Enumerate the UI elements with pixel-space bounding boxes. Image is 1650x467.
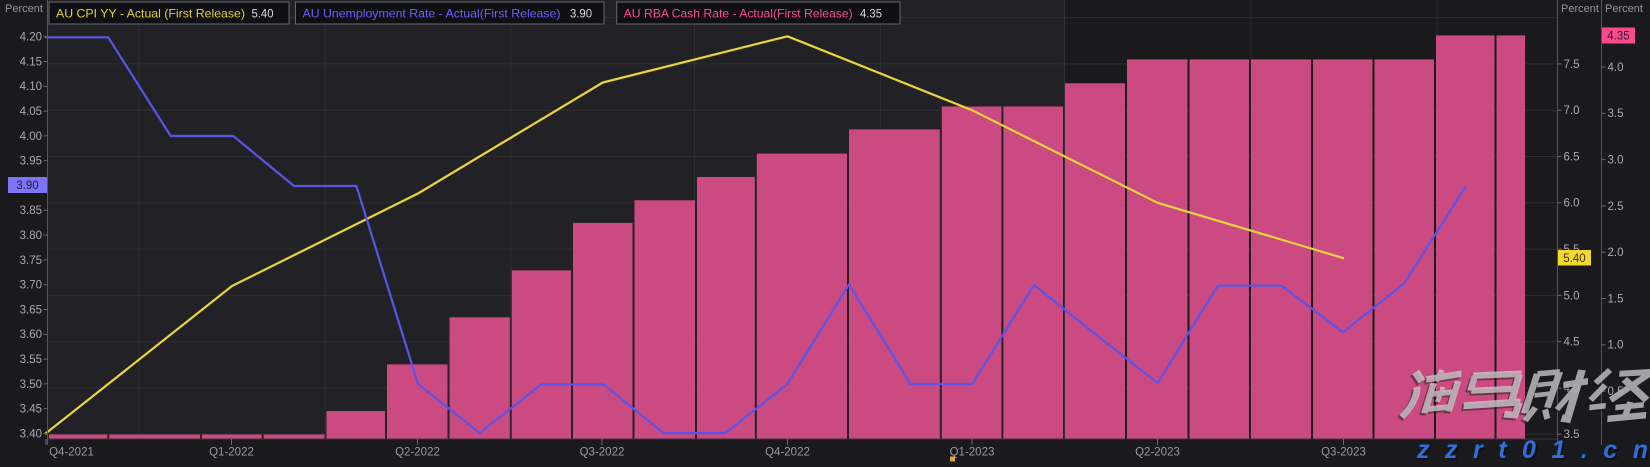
svg-text:3.45: 3.45 (20, 404, 42, 416)
svg-text:1.5: 1.5 (1608, 293, 1624, 305)
svg-text:Percent: Percent (1605, 3, 1643, 15)
svg-text:zzrt01.cn: zzrt01.cn (1418, 438, 1650, 462)
svg-text:5.40: 5.40 (252, 7, 274, 21)
svg-text:3.85: 3.85 (20, 205, 42, 217)
svg-text:3.50: 3.50 (20, 379, 42, 391)
svg-text:3.55: 3.55 (20, 354, 42, 366)
svg-text:Q4-2022: Q4-2022 (765, 447, 810, 459)
svg-text:2.5: 2.5 (1608, 201, 1624, 213)
svg-text:Q2-2022: Q2-2022 (395, 447, 440, 459)
svg-text:4.00: 4.00 (20, 131, 42, 143)
svg-text:AU CPI YY - Actual (First Rele: AU CPI YY - Actual (First Release) (56, 7, 245, 21)
svg-text:3.60: 3.60 (20, 329, 42, 341)
svg-text:4.5: 4.5 (1564, 337, 1580, 349)
svg-text:3.90: 3.90 (570, 7, 592, 21)
svg-text:zzrt01.cn: zzrt01.cn (1416, 436, 1650, 462)
svg-text:Q1-2022: Q1-2022 (209, 447, 254, 459)
svg-text:4.10: 4.10 (20, 81, 42, 93)
svg-text:Percent: Percent (5, 3, 43, 15)
svg-text:4.15: 4.15 (20, 56, 42, 68)
svg-text:4.05: 4.05 (20, 106, 42, 118)
svg-text:7.5: 7.5 (1564, 59, 1580, 71)
svg-text:3.90: 3.90 (16, 180, 38, 192)
svg-text:4.35: 4.35 (860, 7, 882, 21)
svg-text:4.0: 4.0 (1608, 62, 1624, 74)
svg-text:3.65: 3.65 (20, 304, 42, 316)
svg-text:3.70: 3.70 (20, 280, 42, 292)
svg-text:5.40: 5.40 (1563, 253, 1585, 265)
svg-text:3.0: 3.0 (1608, 155, 1624, 167)
svg-text:Percent: Percent (1561, 3, 1599, 15)
svg-text:Q2-2023: Q2-2023 (1135, 447, 1180, 459)
svg-text:7.0: 7.0 (1564, 105, 1580, 117)
svg-text:4.20: 4.20 (20, 32, 42, 44)
svg-text:Q1-2023: Q1-2023 (950, 447, 995, 459)
svg-text:AU Unemployment Rate - Actual(: AU Unemployment Rate - Actual(First Rele… (303, 7, 561, 21)
svg-text:3.5: 3.5 (1564, 429, 1580, 441)
svg-text:6.0: 6.0 (1564, 198, 1580, 210)
svg-text:3.5: 3.5 (1608, 108, 1624, 120)
svg-text:3.40: 3.40 (20, 428, 42, 440)
svg-text:1.0: 1.0 (1608, 340, 1624, 352)
svg-text:5.0: 5.0 (1564, 290, 1580, 302)
svg-text:Q4-2021: Q4-2021 (49, 447, 94, 459)
svg-text:4.35: 4.35 (1607, 31, 1629, 43)
svg-text:Q3-2023: Q3-2023 (1321, 447, 1366, 459)
svg-text:2.0: 2.0 (1608, 247, 1624, 259)
svg-text:3.95: 3.95 (20, 156, 42, 168)
svg-text:6.5: 6.5 (1564, 151, 1580, 163)
svg-text:3.80: 3.80 (20, 230, 42, 242)
svg-text:3.75: 3.75 (20, 255, 42, 267)
svg-text:AU RBA Cash Rate - Actual(Firs: AU RBA Cash Rate - Actual(First Release) (624, 7, 853, 21)
svg-text:Q3-2022: Q3-2022 (580, 447, 625, 459)
